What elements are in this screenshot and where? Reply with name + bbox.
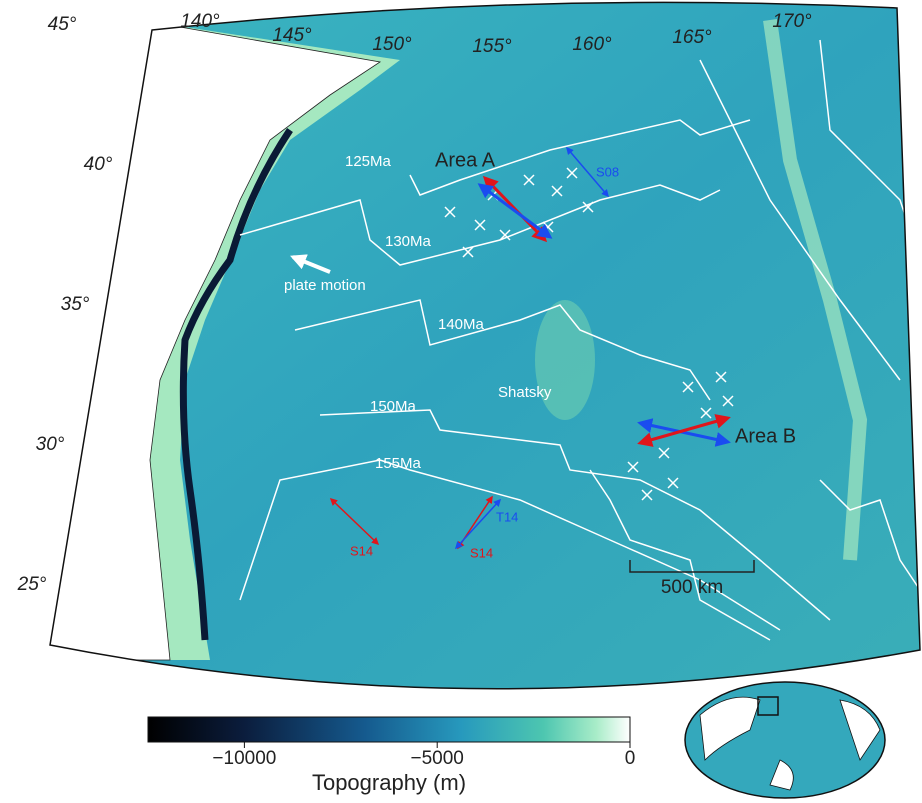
lon-label: 155°: [472, 36, 512, 57]
study-label: T14: [496, 509, 518, 524]
lat-label: 25°: [17, 574, 47, 595]
isochron-label: 140Ma: [438, 316, 485, 333]
colorbar-gradient: [148, 717, 630, 742]
feature-label: Shatsky: [498, 384, 552, 401]
shatsky-rise: [535, 300, 595, 420]
inset-globe: [685, 682, 885, 798]
lat-label: 40°: [84, 154, 113, 175]
lat-label: 30°: [36, 434, 65, 455]
map: 125Ma 130Ma 140Ma 150Ma 155Ma Area A Are…: [17, 2, 920, 688]
plate-motion-label: plate motion: [284, 277, 366, 294]
isochron-label: 150Ma: [370, 398, 417, 415]
colorbar-tick-label: 0: [625, 748, 636, 769]
lon-label: 145°: [272, 25, 312, 46]
figure: 125Ma 130Ma 140Ma 150Ma 155Ma Area A Are…: [0, 0, 922, 803]
colorbar-tick-label: −10000: [212, 748, 276, 769]
lat-label: 45°: [48, 14, 77, 35]
colorbar-label: Topography (m): [312, 770, 466, 795]
isochron-label: 155Ma: [375, 455, 422, 472]
scale-bar-label: 500 km: [661, 577, 723, 598]
lon-label: 150°: [372, 34, 412, 55]
lon-label: 170°: [772, 11, 812, 32]
lon-label: 165°: [672, 27, 712, 48]
lat-label: 35°: [61, 294, 90, 315]
lon-label: 160°: [572, 34, 612, 55]
colorbar: Topography (m) −10000 −5000 0: [148, 717, 635, 795]
area-label: Area B: [735, 425, 796, 447]
study-label: S14: [470, 545, 493, 560]
colorbar-tick-label: −5000: [411, 748, 464, 769]
isochron-label: 130Ma: [385, 233, 432, 250]
study-label: S08: [596, 164, 619, 179]
isochron-label: 125Ma: [345, 153, 392, 170]
area-label: Area A: [435, 149, 496, 171]
lon-label: 140°: [180, 11, 220, 32]
study-label: S14: [350, 543, 373, 558]
